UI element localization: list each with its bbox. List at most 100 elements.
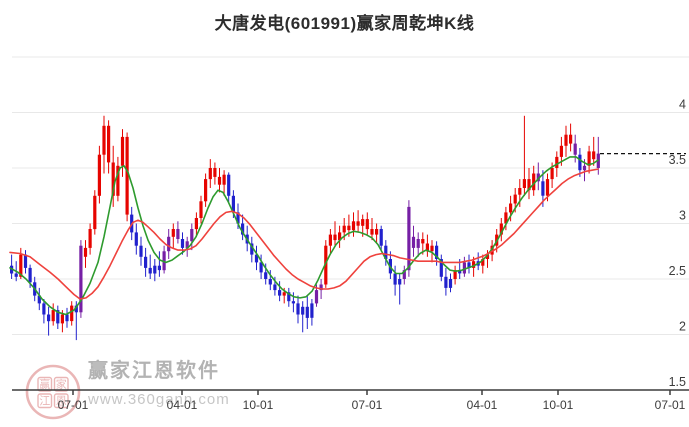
candle-body xyxy=(83,247,88,257)
candle-body xyxy=(458,270,462,274)
x-axis-label: 07-01 xyxy=(58,398,89,412)
candle-body xyxy=(370,229,374,235)
candle-body xyxy=(28,267,32,283)
candle-body xyxy=(148,267,152,274)
candle-body xyxy=(545,179,550,196)
x-axis-label: 04-01 xyxy=(467,398,498,412)
candle-body xyxy=(379,229,383,246)
candle-body xyxy=(328,234,332,246)
watermark: 赢 家 江 恩 赢家江恩软件 www.360gann.com xyxy=(24,356,230,427)
candle-body xyxy=(314,290,319,304)
candle-body xyxy=(411,236,416,248)
candle-body xyxy=(111,162,115,196)
candle-body xyxy=(102,125,106,155)
candle-body xyxy=(365,219,369,230)
candle-body xyxy=(416,239,420,248)
candle-body xyxy=(167,236,171,252)
candle-body xyxy=(333,234,337,241)
candle-body xyxy=(194,218,198,230)
x-axis-label: 10-01 xyxy=(543,398,574,412)
candle-body xyxy=(384,245,388,259)
candle-body xyxy=(430,245,434,252)
seal-char: 家 xyxy=(56,377,67,391)
candle-body xyxy=(550,168,554,180)
candle-body xyxy=(578,154,582,171)
candle-body xyxy=(241,223,245,235)
candle-body xyxy=(462,262,466,274)
candle-body xyxy=(527,179,531,191)
candle-body xyxy=(37,295,41,304)
candle-body xyxy=(444,276,448,288)
candle-body xyxy=(65,314,69,322)
candle-body xyxy=(264,272,268,279)
candle-body xyxy=(88,229,92,248)
candle-body xyxy=(116,165,120,196)
candle-body xyxy=(180,239,185,248)
candle-body xyxy=(93,195,97,230)
candle-body xyxy=(259,262,263,273)
candle-body xyxy=(268,279,272,285)
candle-body xyxy=(144,256,148,268)
ma_slow-line xyxy=(9,168,599,300)
candle-body xyxy=(319,284,323,291)
candle-body xyxy=(217,176,222,185)
candle-body xyxy=(60,314,64,324)
candle-body xyxy=(157,265,161,271)
candle-body xyxy=(19,254,23,277)
candle-body xyxy=(375,229,379,235)
candle-body xyxy=(522,179,526,188)
candle-body xyxy=(513,194,517,204)
candle-body xyxy=(282,292,286,296)
candle-body xyxy=(559,145,563,157)
candle-body xyxy=(185,241,189,248)
candle-body xyxy=(536,173,540,182)
candle-body xyxy=(407,206,411,271)
candle-body xyxy=(573,143,577,155)
candle-body xyxy=(278,290,282,296)
ma_fast-line xyxy=(9,156,599,316)
candle-body xyxy=(421,239,425,244)
y-axis-label: 3 xyxy=(679,209,686,223)
candle-body xyxy=(518,188,522,195)
candle-body xyxy=(14,273,18,277)
candle-body xyxy=(467,262,471,268)
candle-body xyxy=(231,195,235,213)
candle-body xyxy=(79,245,83,313)
candle-body xyxy=(120,136,125,166)
candle-body xyxy=(199,201,203,218)
y-axis-label: 1.5 xyxy=(669,375,686,389)
candle-body xyxy=(222,174,226,185)
watermark-seal-icon: 赢 家 江 恩 xyxy=(25,364,81,420)
candle-body xyxy=(42,303,46,315)
candle-body xyxy=(125,136,129,215)
candle-body xyxy=(569,134,573,144)
x-axis-label: 07-01 xyxy=(655,398,686,412)
candle-body xyxy=(592,151,596,160)
candle-body xyxy=(70,305,74,322)
candle-body xyxy=(342,225,346,233)
y-axis-label: 3.5 xyxy=(669,153,686,167)
candle-body xyxy=(398,279,402,285)
candle-body xyxy=(236,212,240,224)
watermark-brand: 赢家江恩软件 xyxy=(88,360,220,382)
candle-body xyxy=(453,270,457,279)
candle-body xyxy=(176,229,180,239)
candle-body xyxy=(56,310,60,324)
candle-body xyxy=(250,243,254,255)
y-axis-label: 4 xyxy=(679,98,686,112)
candle-body xyxy=(74,305,78,313)
candle-body xyxy=(208,168,212,180)
candle-body xyxy=(310,303,314,318)
candle-body xyxy=(564,134,568,146)
candle-body xyxy=(324,245,328,285)
candle-body xyxy=(153,265,157,274)
candle-body xyxy=(171,229,175,237)
candle-body xyxy=(481,259,485,266)
candle-body xyxy=(555,156,559,168)
candle-body xyxy=(305,306,309,318)
y-axis-label: 2.5 xyxy=(669,264,686,278)
watermark-url: www.360gann.com xyxy=(88,391,230,408)
candle-body xyxy=(134,232,138,246)
candle-body xyxy=(204,179,208,202)
candle-body xyxy=(338,232,342,241)
